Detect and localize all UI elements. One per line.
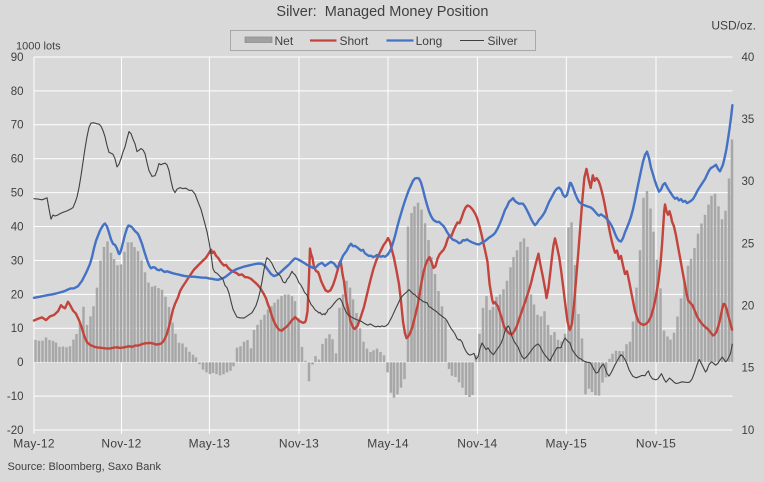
svg-text:30: 30 xyxy=(742,176,755,188)
svg-text:10: 10 xyxy=(11,323,24,335)
svg-text:-10: -10 xyxy=(7,391,24,403)
svg-text:May-13: May-13 xyxy=(189,437,231,451)
svg-text:60: 60 xyxy=(11,154,24,166)
svg-text:25: 25 xyxy=(742,238,755,250)
svg-text:90: 90 xyxy=(11,52,24,64)
svg-text:50: 50 xyxy=(11,188,24,200)
svg-text:40: 40 xyxy=(742,52,755,64)
svg-text:70: 70 xyxy=(11,120,24,132)
svg-text:1000 lots: 1000 lots xyxy=(16,40,61,52)
svg-text:0: 0 xyxy=(17,357,23,369)
svg-text:30: 30 xyxy=(11,255,24,267)
svg-text:20: 20 xyxy=(742,301,755,313)
svg-text:Silver: Managed Money Positio: Silver: Managed Money Position xyxy=(276,4,488,20)
svg-text:Nov-13: Nov-13 xyxy=(279,437,319,451)
svg-text:40: 40 xyxy=(11,221,24,233)
svg-text:10: 10 xyxy=(742,425,755,437)
svg-text:Long: Long xyxy=(416,34,443,48)
svg-text:May-12: May-12 xyxy=(13,437,55,451)
svg-text:15: 15 xyxy=(742,363,755,375)
svg-text:Short: Short xyxy=(340,34,369,48)
svg-text:Nov-14: Nov-14 xyxy=(457,437,497,451)
svg-text:Nov-12: Nov-12 xyxy=(101,437,141,451)
svg-text:Source: Bloomberg, Saxo Bank: Source: Bloomberg, Saxo Bank xyxy=(8,461,162,473)
svg-text:80: 80 xyxy=(11,86,24,98)
svg-text:Net: Net xyxy=(275,34,294,48)
svg-text:-20: -20 xyxy=(7,425,24,437)
svg-text:20: 20 xyxy=(11,289,24,301)
svg-text:USD/oz.: USD/oz. xyxy=(711,19,756,33)
svg-text:Nov-15: Nov-15 xyxy=(636,437,676,451)
svg-text:May-15: May-15 xyxy=(546,437,588,451)
svg-text:May-14: May-14 xyxy=(367,437,409,451)
svg-text:Silver: Silver xyxy=(488,34,518,48)
svg-text:35: 35 xyxy=(742,114,755,126)
